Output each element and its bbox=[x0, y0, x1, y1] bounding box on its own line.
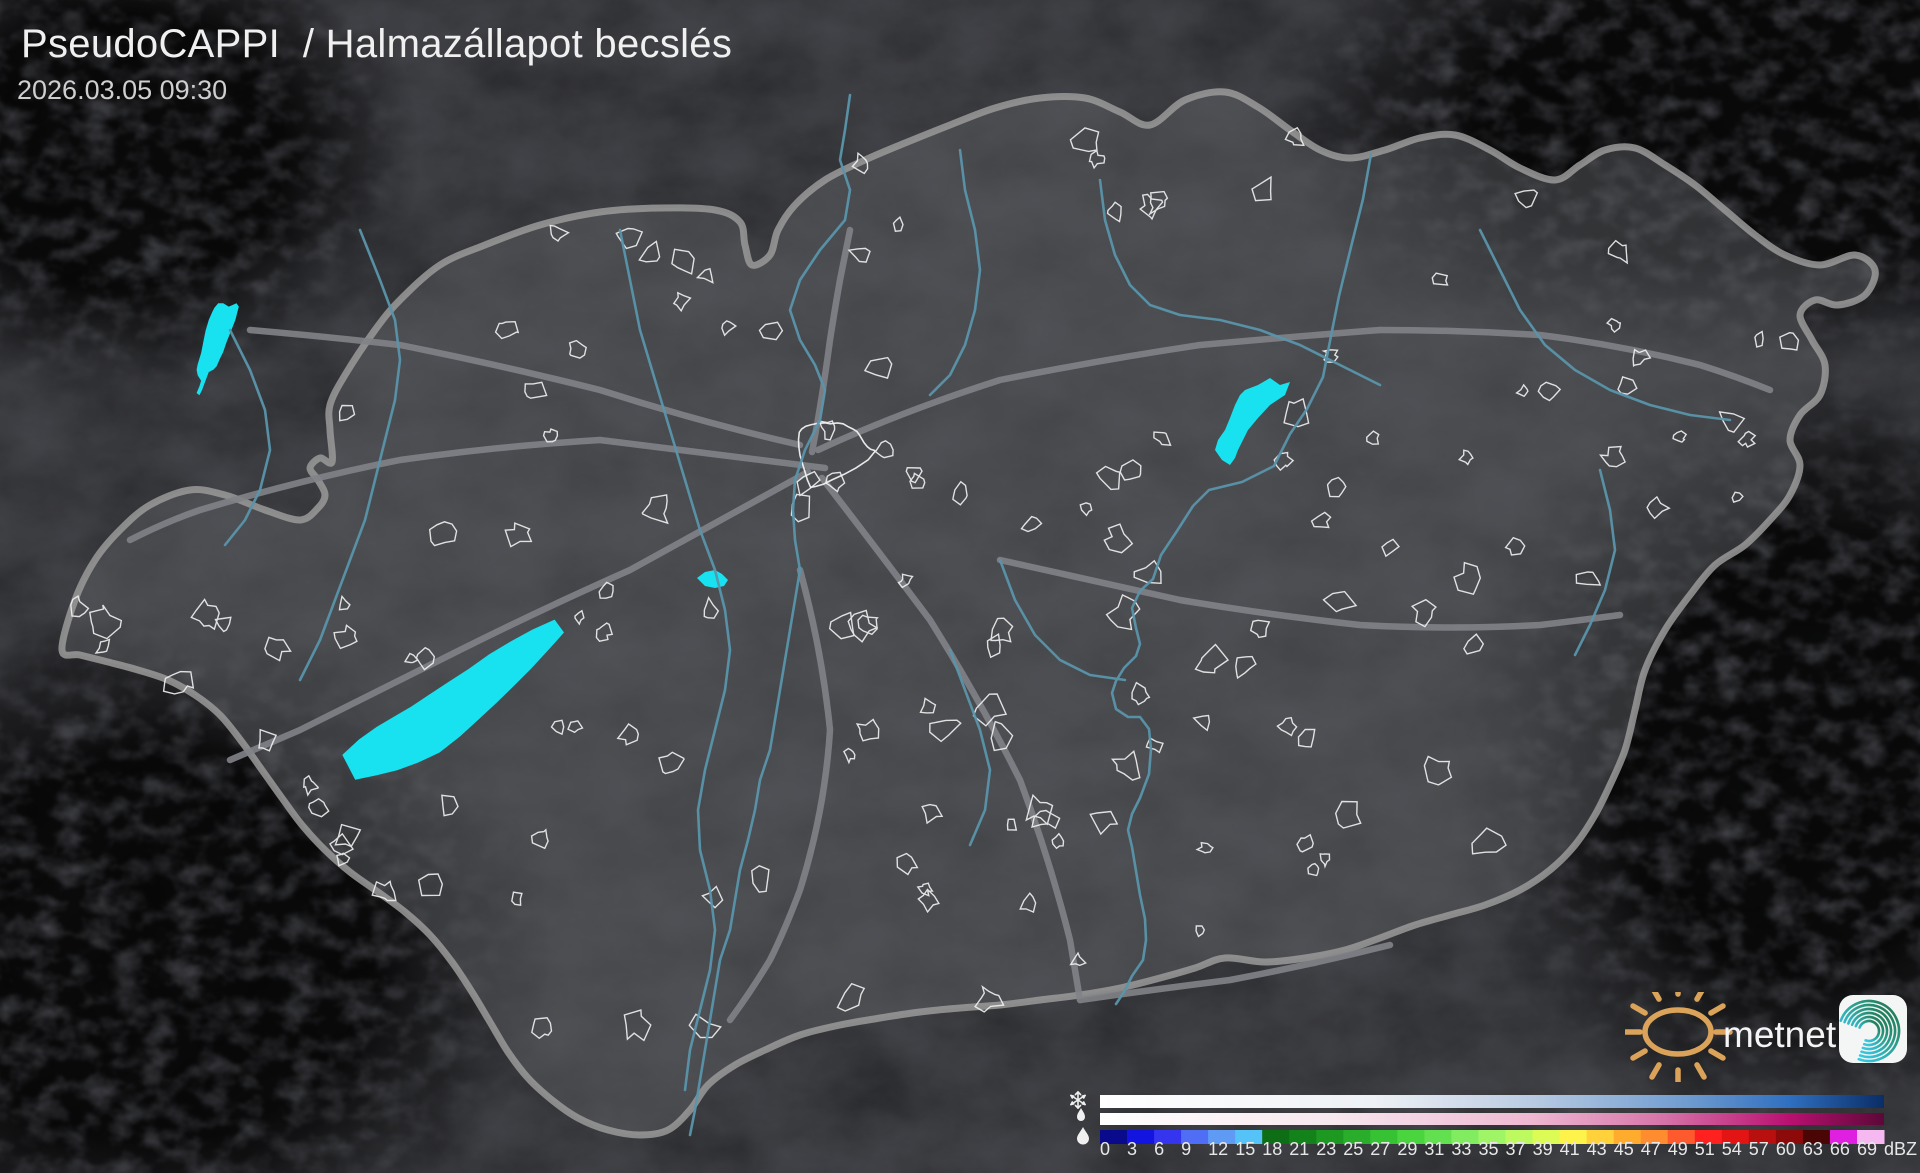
svg-text:54: 54 bbox=[1722, 1139, 1742, 1159]
svg-text:18: 18 bbox=[1262, 1139, 1282, 1159]
svg-text:25: 25 bbox=[1343, 1139, 1363, 1159]
svg-text:31: 31 bbox=[1424, 1139, 1444, 1159]
svg-text:6: 6 bbox=[1154, 1139, 1164, 1159]
svg-text:35: 35 bbox=[1479, 1139, 1499, 1159]
svg-text:69: 69 bbox=[1857, 1139, 1877, 1159]
svg-text:27: 27 bbox=[1370, 1139, 1390, 1159]
svg-text:33: 33 bbox=[1451, 1139, 1471, 1159]
svg-text:47: 47 bbox=[1641, 1139, 1661, 1159]
svg-text:45: 45 bbox=[1614, 1139, 1634, 1159]
svg-text:37: 37 bbox=[1506, 1139, 1526, 1159]
svg-text:41: 41 bbox=[1560, 1139, 1580, 1159]
svg-text:39: 39 bbox=[1533, 1139, 1553, 1159]
svg-text:dBZ: dBZ bbox=[1884, 1139, 1917, 1159]
svg-text:66: 66 bbox=[1830, 1139, 1850, 1159]
svg-text:9: 9 bbox=[1181, 1139, 1191, 1159]
svg-text:23: 23 bbox=[1316, 1139, 1336, 1159]
svg-text:15: 15 bbox=[1235, 1139, 1255, 1159]
svg-text:57: 57 bbox=[1749, 1139, 1769, 1159]
svg-text:60: 60 bbox=[1776, 1139, 1796, 1159]
svg-text:43: 43 bbox=[1587, 1139, 1607, 1159]
svg-text:metnet: metnet bbox=[1723, 1014, 1837, 1055]
svg-text:0: 0 bbox=[1100, 1139, 1110, 1159]
svg-text:49: 49 bbox=[1668, 1139, 1688, 1159]
svg-text:21: 21 bbox=[1289, 1139, 1309, 1159]
svg-text:29: 29 bbox=[1397, 1139, 1417, 1159]
svg-text:3: 3 bbox=[1127, 1139, 1137, 1159]
svg-text:51: 51 bbox=[1695, 1139, 1715, 1159]
svg-text:12: 12 bbox=[1208, 1139, 1228, 1159]
svg-text:63: 63 bbox=[1803, 1139, 1823, 1159]
